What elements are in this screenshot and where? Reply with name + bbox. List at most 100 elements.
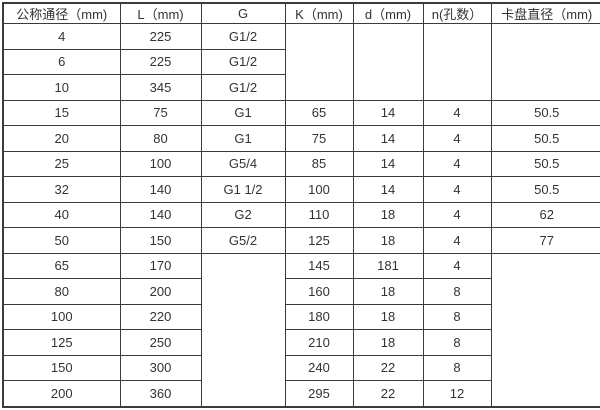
table-cell: 140 xyxy=(119,176,202,203)
table-cell: 18 xyxy=(352,201,424,228)
table-row: 65 170 145 181 4 xyxy=(2,252,600,408)
table-row: 150 300 240 22 8 xyxy=(2,354,600,381)
table-cell: 160 xyxy=(284,278,354,305)
table-row: 40 140 G2 110 18 4 62 xyxy=(2,201,600,228)
table-cell: 100 xyxy=(2,303,121,330)
table-cell: 65 xyxy=(284,99,354,126)
table-cell: 6 xyxy=(2,48,121,75)
table-cell: 100 xyxy=(119,150,202,177)
table-cell: 8 xyxy=(422,278,492,305)
column-header: 卡盘直径（mm) xyxy=(490,2,600,24)
table-cell: G5/4 xyxy=(200,150,286,177)
table-cell: 250 xyxy=(119,329,202,356)
table-cell: 18 xyxy=(352,278,424,305)
table-cell: 170 xyxy=(119,252,202,279)
table-row: 200 360 295 22 12 xyxy=(2,380,600,408)
table-cell: 50.5 xyxy=(490,150,600,177)
table-row: 125 250 210 18 8 xyxy=(2,329,600,356)
table-cell: 200 xyxy=(2,380,121,408)
table-row: 15 75 G1 65 14 4 50.5 xyxy=(2,99,600,126)
column-header: n(孔数） xyxy=(422,2,492,24)
table-cell: 8 xyxy=(422,354,492,381)
table-cell: 25 xyxy=(2,150,121,177)
table-cell: 4 xyxy=(422,227,492,254)
table-cell: 50.5 xyxy=(490,125,600,152)
table-cell xyxy=(490,23,600,101)
table-cell: 220 xyxy=(119,303,202,330)
table-cell: G5/2 xyxy=(200,227,286,254)
table-cell: G1 1/2 xyxy=(200,176,286,203)
table-row: 25 100 G5/4 85 14 4 50.5 xyxy=(2,150,600,177)
table-cell: 300 xyxy=(119,354,202,381)
table-cell: 50 xyxy=(2,227,121,254)
table-cell: 240 xyxy=(284,354,354,381)
table-cell xyxy=(284,23,354,101)
table-cell: 14 xyxy=(352,176,424,203)
table-cell xyxy=(490,252,600,408)
table-cell: 15 xyxy=(2,99,121,126)
table-cell: 22 xyxy=(352,380,424,408)
column-header: d（mm) xyxy=(352,2,424,24)
table-cell: 77 xyxy=(490,227,600,254)
table-cell: 20 xyxy=(2,125,121,152)
table-cell: 140 xyxy=(119,201,202,228)
table-cell xyxy=(200,252,286,408)
table-cell: 360 xyxy=(119,380,202,408)
table-cell: 62 xyxy=(490,201,600,228)
table-cell: 181 xyxy=(352,252,424,279)
table-row: 6 225 G1/2 xyxy=(2,48,600,75)
table-cell: 150 xyxy=(119,227,202,254)
table-row: 50 150 G5/2 125 18 4 77 xyxy=(2,227,600,254)
table-cell: 4 xyxy=(422,201,492,228)
table-cell: 180 xyxy=(284,303,354,330)
table-cell: 225 xyxy=(119,48,202,75)
table-cell: G1 xyxy=(200,125,286,152)
table-header: 公称通径（mm) L（mm) G K（mm) d（mm) n(孔数） 卡盘直径（mm) xyxy=(2,2,600,24)
table-cell: 150 xyxy=(2,354,121,381)
table-cell: G1/2 xyxy=(200,23,286,50)
table-cell: 18 xyxy=(352,303,424,330)
table-cell: 75 xyxy=(284,125,354,152)
table-cell: 80 xyxy=(2,278,121,305)
table-cell: 4 xyxy=(422,99,492,126)
table-cell: 210 xyxy=(284,329,354,356)
table-cell: 14 xyxy=(352,125,424,152)
table-cell: 110 xyxy=(284,201,354,228)
table-cell: 4 xyxy=(422,252,492,279)
table-cell: 4 xyxy=(422,176,492,203)
table-cell: 125 xyxy=(2,329,121,356)
table-cell xyxy=(352,23,424,101)
table-cell: 10 xyxy=(2,74,121,101)
table-cell: 40 xyxy=(2,201,121,228)
table-cell: 50.5 xyxy=(490,176,600,203)
header-row: 公称通径（mm) L（mm) G K（mm) d（mm) n(孔数） 卡盘直径（mm) xyxy=(2,2,600,24)
column-header: L（mm) xyxy=(119,2,202,24)
table-cell: 4 xyxy=(2,23,121,50)
table-cell: 50.5 xyxy=(490,99,600,126)
table-cell: 32 xyxy=(2,176,121,203)
table-row: 32 140 G1 1/2 100 14 4 50.5 xyxy=(2,176,600,203)
table-cell: 18 xyxy=(352,329,424,356)
table-cell: 18 xyxy=(352,227,424,254)
table-cell: 295 xyxy=(284,380,354,408)
table-cell: 80 xyxy=(119,125,202,152)
table-cell: G1 xyxy=(200,99,286,126)
column-header: G xyxy=(200,2,286,24)
table-cell: 145 xyxy=(284,252,354,279)
table-cell: 8 xyxy=(422,303,492,330)
table-row: 4 225 G1/2 xyxy=(2,23,600,101)
table-cell: G2 xyxy=(200,201,286,228)
column-header: K（mm) xyxy=(284,2,354,24)
table-row: 20 80 G1 75 14 4 50.5 xyxy=(2,125,600,152)
table-cell: 345 xyxy=(119,74,202,101)
table-cell: 22 xyxy=(352,354,424,381)
table-cell: G1/2 xyxy=(200,48,286,75)
table-cell: 75 xyxy=(119,99,202,126)
table-cell: G1/2 xyxy=(200,74,286,101)
table-cell: 225 xyxy=(119,23,202,50)
table-cell: 14 xyxy=(352,150,424,177)
table-cell: 65 xyxy=(2,252,121,279)
table-cell: 100 xyxy=(284,176,354,203)
table-cell xyxy=(422,23,492,101)
